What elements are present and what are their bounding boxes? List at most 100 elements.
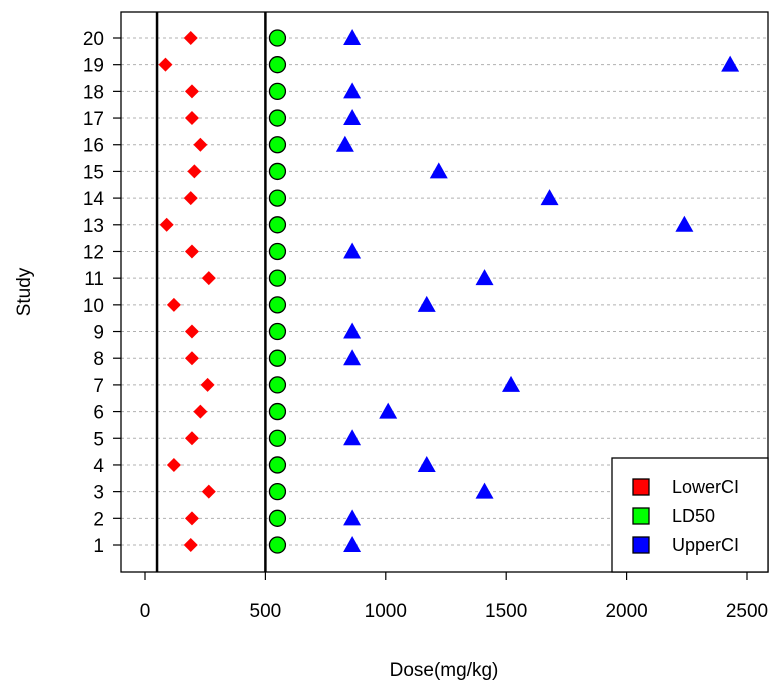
ld50-point bbox=[268, 216, 287, 234]
ld50-point bbox=[268, 456, 287, 474]
y-tick-label: 8 bbox=[93, 349, 104, 370]
upperci-point bbox=[675, 215, 694, 232]
upperci-point bbox=[343, 82, 362, 99]
y-tick-label: 19 bbox=[83, 56, 104, 77]
lowerci-point bbox=[184, 351, 199, 366]
y-tick-label: 16 bbox=[83, 136, 104, 157]
ld50-point bbox=[268, 269, 287, 287]
lowerci-point bbox=[184, 84, 199, 99]
x-tick-label: 1500 bbox=[485, 601, 527, 622]
y-tick-label: 10 bbox=[83, 296, 104, 317]
lowerci-point bbox=[166, 457, 181, 472]
ld50-point bbox=[268, 536, 287, 554]
upperci-point bbox=[540, 189, 559, 206]
upperci-point bbox=[379, 402, 398, 419]
reference-lines bbox=[155, 12, 267, 572]
upperci-point bbox=[343, 509, 362, 526]
ld50-point bbox=[268, 376, 287, 394]
legend-label: LowerCI bbox=[672, 477, 739, 497]
y-tick-label: 6 bbox=[93, 403, 104, 424]
legend-label: LD50 bbox=[672, 506, 715, 526]
legend-swatch bbox=[632, 536, 650, 554]
legend-label: UpperCI bbox=[672, 535, 739, 555]
ld50-point bbox=[268, 509, 287, 527]
upperci-point bbox=[343, 109, 362, 126]
lowerci-point bbox=[183, 191, 198, 206]
plot-frame bbox=[120, 11, 769, 573]
lowerci-point bbox=[184, 244, 199, 259]
upperci-point bbox=[343, 429, 362, 446]
upperci-point bbox=[335, 135, 354, 152]
upperci-point bbox=[721, 55, 740, 72]
x-tick-label: 500 bbox=[250, 601, 282, 622]
ld50-point bbox=[268, 109, 287, 127]
upperci-point bbox=[475, 269, 494, 286]
ld50-point bbox=[268, 322, 287, 341]
y-tick-label: 14 bbox=[83, 189, 105, 210]
ld50-point bbox=[268, 29, 287, 47]
legend-swatch bbox=[632, 478, 650, 496]
y-tick-label: 11 bbox=[84, 269, 104, 290]
y-tick-label: 3 bbox=[93, 483, 104, 504]
lowerci-point bbox=[184, 324, 199, 339]
ld50-point bbox=[268, 136, 287, 154]
ld50-point bbox=[268, 56, 287, 74]
lowerci-point bbox=[184, 511, 199, 526]
y-tick-label: 18 bbox=[83, 82, 104, 103]
upperci-point bbox=[343, 29, 362, 45]
lowerci-point bbox=[201, 484, 216, 499]
y-tick-label: 12 bbox=[83, 242, 104, 263]
upperci-point bbox=[343, 322, 362, 339]
lowerci-point bbox=[193, 404, 208, 419]
lowerci-point bbox=[184, 431, 199, 446]
y-tick-label: 15 bbox=[83, 162, 104, 183]
lowerci-point bbox=[201, 271, 216, 286]
legend: LowerCI LD50 UpperCI bbox=[611, 457, 769, 573]
x-tick-label: 2500 bbox=[726, 601, 768, 622]
y-axis-title: Study bbox=[14, 267, 35, 316]
y-tick-label: 17 bbox=[83, 109, 104, 130]
lowerci-point bbox=[183, 31, 198, 45]
lowerci-point bbox=[184, 111, 199, 126]
upperci-point bbox=[417, 455, 436, 472]
upperci-point bbox=[343, 536, 362, 552]
ld50-point bbox=[268, 296, 287, 314]
ld50-point bbox=[268, 242, 287, 261]
lowerci-point bbox=[158, 57, 173, 72]
x-tick-label: 2000 bbox=[605, 601, 647, 622]
lowerci-point bbox=[187, 164, 202, 179]
lowerci-point bbox=[193, 137, 208, 152]
ld50-point bbox=[268, 402, 287, 421]
upperci-point bbox=[429, 162, 448, 179]
y-tick-label: 13 bbox=[83, 216, 104, 237]
x-axis: 0 500 1000 1500 2000 2500 bbox=[140, 572, 768, 622]
lowerci-point bbox=[166, 297, 181, 312]
x-tick-label: 0 bbox=[140, 601, 151, 622]
lowerci-point bbox=[200, 377, 215, 392]
upperci-point bbox=[343, 242, 362, 259]
legend-swatch bbox=[632, 507, 650, 525]
y-tick-label: 9 bbox=[93, 323, 104, 344]
ld50-point bbox=[268, 82, 287, 101]
x-axis-title: Dose(mg/kg) bbox=[390, 660, 499, 681]
y-tick-label: 7 bbox=[93, 376, 104, 397]
y-tick-label: 20 bbox=[83, 29, 104, 50]
upperci-point bbox=[475, 482, 494, 499]
ld50-point bbox=[268, 482, 287, 501]
ld50-point bbox=[268, 189, 287, 207]
ld50-point bbox=[268, 162, 287, 181]
y-tick-label: 4 bbox=[93, 456, 104, 477]
ld50-point bbox=[268, 349, 287, 367]
upperci-point bbox=[417, 295, 436, 312]
lowerci-point bbox=[183, 538, 198, 552]
data-marks bbox=[158, 29, 740, 554]
upperci-point bbox=[502, 375, 521, 392]
lowerci-point bbox=[159, 217, 174, 232]
upperci-point bbox=[343, 349, 362, 366]
y-tick-label: 2 bbox=[93, 509, 104, 530]
y-tick-label: 1 bbox=[93, 536, 104, 557]
ld50-point bbox=[268, 429, 287, 447]
